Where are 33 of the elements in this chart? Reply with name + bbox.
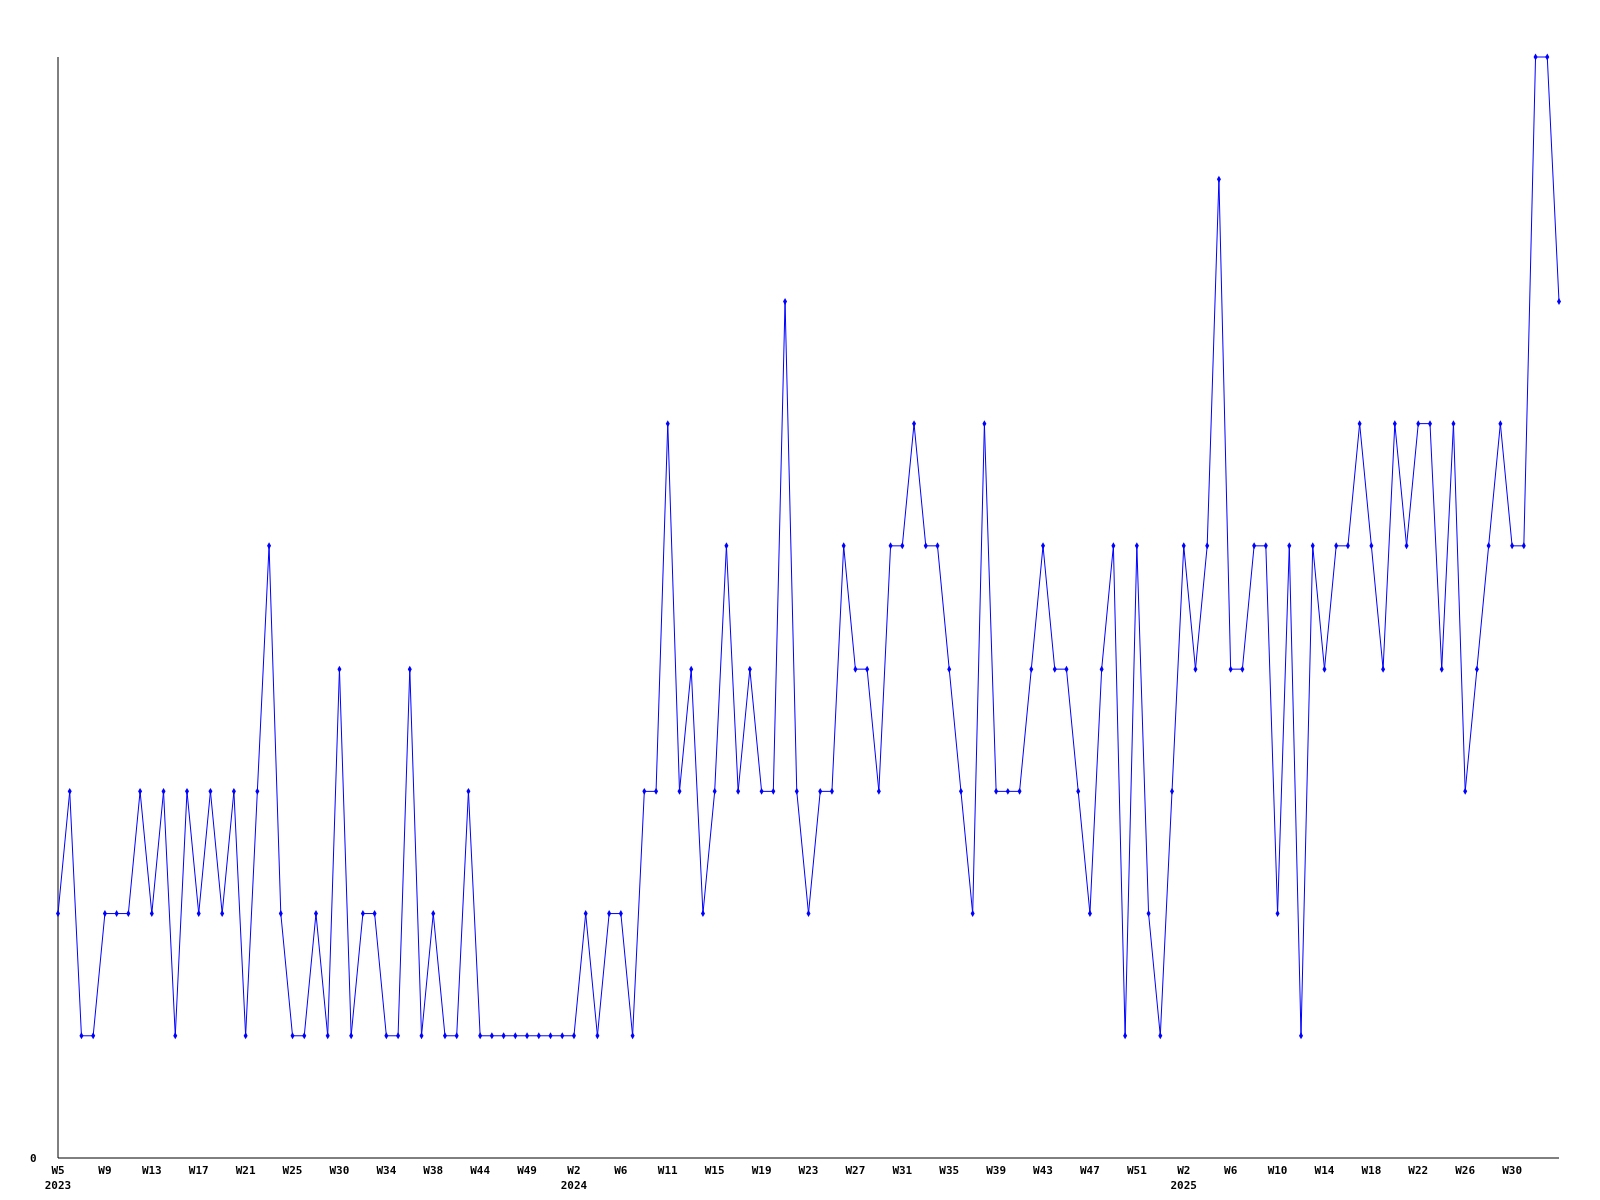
x-tick-label: W34 xyxy=(376,1164,397,1177)
x-tick-label: W13 xyxy=(141,1164,162,1177)
x-tick-label: W2 2024 xyxy=(560,1164,588,1192)
text: 0 xyxy=(30,1152,37,1165)
x-tick-label: W2 2025 xyxy=(1170,1164,1197,1192)
x-tick-label: W5 2023 xyxy=(44,1164,72,1192)
x-tick-label: W14 xyxy=(1314,1164,1335,1177)
x-tick-label: W31 xyxy=(892,1164,913,1177)
x-tick-label: W35 xyxy=(939,1164,960,1177)
x-tick-label: W19 xyxy=(751,1164,772,1177)
x-tick-label: W49 xyxy=(517,1164,537,1177)
x-tick-label: W21 xyxy=(235,1164,256,1177)
x-tick-label: W11 xyxy=(657,1164,679,1177)
x-tick-label: W22 xyxy=(1408,1164,1429,1177)
x-tick-label: W39 xyxy=(986,1164,1007,1177)
x-tick-label: W30 xyxy=(1502,1164,1523,1177)
x-tick-label: W25 xyxy=(282,1164,303,1177)
x-tick-label: W6 xyxy=(1224,1164,1238,1177)
x-tick-label: W30 xyxy=(329,1164,350,1177)
x-tick-label: W10 xyxy=(1267,1164,1288,1177)
x-tick-label: W38 xyxy=(423,1164,444,1177)
x-tick-label: W23 xyxy=(798,1164,819,1177)
x-tick-label: W17 xyxy=(188,1164,209,1177)
x-tick-label: W15 xyxy=(704,1164,725,1177)
x-tick-label: W9 xyxy=(98,1164,112,1177)
x-tick-label: W43 xyxy=(1033,1164,1053,1177)
x-tick-label: W26 xyxy=(1455,1164,1476,1177)
x-tick-label: W18 xyxy=(1361,1164,1382,1177)
x-tick-label: W51 xyxy=(1126,1164,1148,1177)
x-tick-label: W44 xyxy=(470,1164,491,1177)
x-tick-label: W6 xyxy=(614,1164,628,1177)
x-tick-label: W27 xyxy=(845,1164,866,1177)
x-tick-label: W47 xyxy=(1080,1164,1100,1177)
